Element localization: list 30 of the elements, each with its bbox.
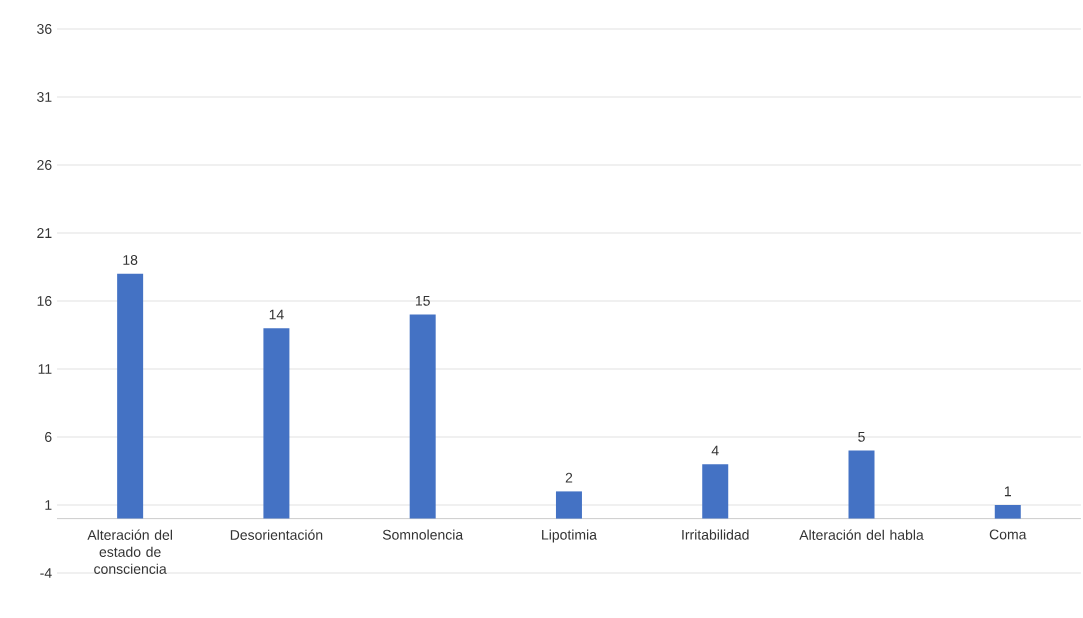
x-tick-label: Coma bbox=[989, 529, 1027, 540]
y-tick-label: -4 bbox=[40, 568, 52, 578]
data-label: 2 bbox=[565, 472, 573, 483]
data-label: 5 bbox=[858, 431, 865, 442]
bar bbox=[409, 314, 436, 519]
y-tick-label: 36 bbox=[37, 24, 52, 34]
bar bbox=[263, 328, 290, 519]
x-tick-label: Irritabilidad bbox=[682, 529, 749, 540]
y-tick-label: 21 bbox=[37, 228, 52, 238]
bar bbox=[702, 464, 729, 519]
y-tick-label: 16 bbox=[37, 296, 52, 306]
x-tick-label: Desorientación bbox=[230, 529, 323, 540]
data-label: 4 bbox=[711, 445, 719, 456]
bar bbox=[848, 450, 875, 519]
x-tick-label: Lipotimia bbox=[542, 529, 597, 543]
bar bbox=[117, 273, 144, 519]
x-tick-label: Somnolencia bbox=[382, 529, 464, 540]
y-tick-label: 26 bbox=[37, 160, 52, 170]
x-tick-label: Alteración del estado de consciencia bbox=[87, 529, 172, 574]
y-tick-label: 11 bbox=[38, 364, 52, 374]
y-tick-label: 6 bbox=[45, 432, 52, 442]
data-label: 1 bbox=[1004, 486, 1011, 497]
bar bbox=[994, 505, 1021, 519]
y-tick-label: 1 bbox=[45, 500, 52, 510]
data-label: 14 bbox=[269, 309, 284, 320]
data-label: 15 bbox=[415, 295, 430, 306]
y-tick-label: 31 bbox=[37, 92, 52, 102]
data-label: 18 bbox=[123, 255, 138, 265]
bar bbox=[555, 491, 582, 519]
x-tick-label: Alteración del habla bbox=[799, 529, 924, 540]
